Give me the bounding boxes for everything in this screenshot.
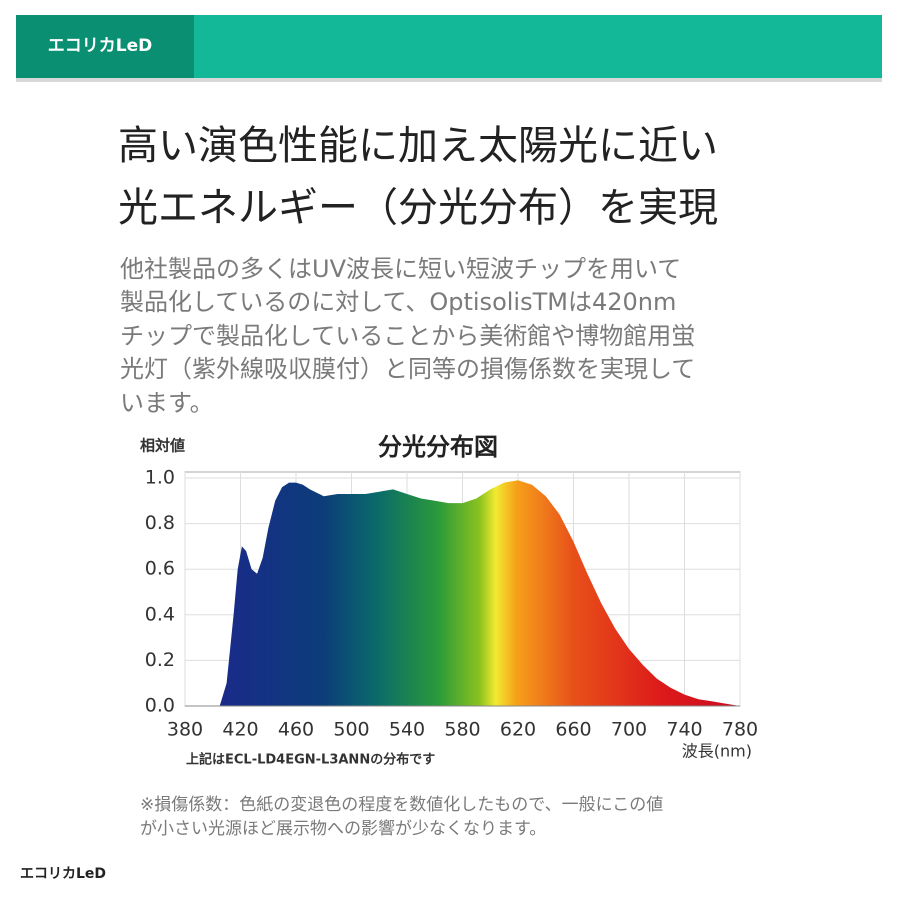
chart-note: 上記はECL-LD4EGN-L3ANNの分布です: [186, 752, 435, 768]
x-tick-label: 420: [222, 719, 258, 741]
y-tick-label: 1.0: [145, 467, 175, 489]
y-axis-label: 相対値: [140, 437, 185, 455]
x-axis-label: 波長(nm): [682, 742, 752, 761]
footnote-line: が小さい光源ほど展示物への影響が少なくなります。: [140, 819, 546, 839]
y-tick-label: 0.8: [145, 512, 175, 534]
body-line: チップで製品化していることから美術館や博物館用蛍: [120, 322, 695, 350]
chart-title: 分光分布図: [378, 433, 498, 461]
y-tick-label: 0.2: [145, 649, 175, 671]
x-tick-label: 740: [666, 719, 702, 741]
header-logo-box: [16, 15, 194, 78]
body-line: 光灯（紫外線吸収膜付）と同等の損傷係数を実現して: [120, 355, 695, 383]
body-line: 製品化しているのに対して、OptisolisTMは420nm: [120, 288, 676, 316]
header-shadow: [16, 78, 882, 82]
x-tick-label: 700: [611, 719, 647, 741]
footer-logo: エコリカLeD: [20, 866, 106, 882]
body-line: 他社製品の多くはUV波長に短い短波チップを用いて: [120, 255, 681, 283]
body-text: 他社製品の多くはUV波長に短い短波チップを用いて 製品化しているのに対して、Op…: [120, 255, 695, 417]
x-tick-label: 460: [278, 719, 314, 741]
body-line: います。: [120, 389, 214, 417]
y-tick-label: 0.4: [145, 603, 175, 625]
x-tick-label: 780: [722, 719, 758, 741]
heading-line: 光エネルギー（分光分布）を実現: [118, 185, 718, 231]
x-tick-label: 500: [333, 719, 369, 741]
chart: 0.0 0.2 0.4 0.6 0.8 1.0 380 420 460 500 540 580 620 6…: [145, 467, 758, 741]
header-logo: エコリカLeD: [48, 36, 152, 56]
footnote-line: ※損傷係数：色紙の変退色の程度を数値化したもので、一般にこの値: [140, 795, 663, 815]
x-tick-label: 660: [555, 719, 591, 741]
heading-line: 高い演色性能に加え太陽光に近い: [118, 123, 718, 169]
spectrum-area: [219, 480, 740, 706]
y-tick-label: 0.6: [145, 558, 175, 580]
x-tick-label: 620: [500, 719, 536, 741]
x-tick-label: 540: [389, 719, 425, 741]
x-tick-label: 580: [444, 719, 480, 741]
x-tick-label: 380: [167, 719, 203, 741]
y-tick-label: 0.0: [145, 695, 175, 717]
